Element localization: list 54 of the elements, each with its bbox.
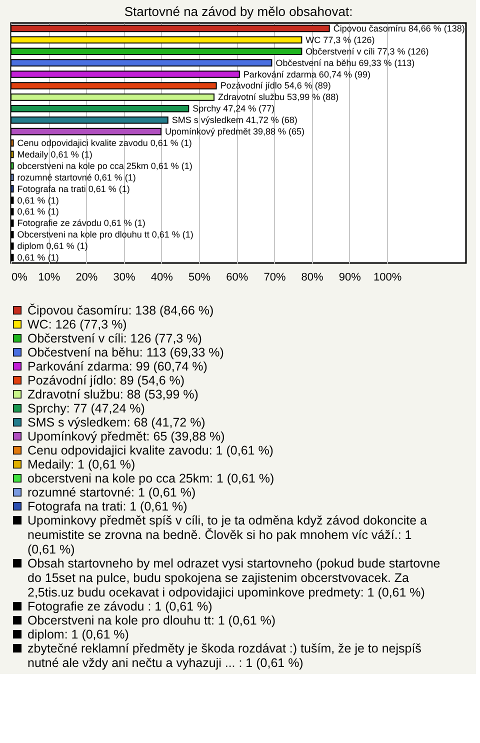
category-label: Občestvení na běhu 69,33 % (113) bbox=[276, 58, 415, 68]
legend-label: rozumné startovné: 1 (0,61 %) bbox=[28, 485, 196, 500]
category-label: SMS s výsledkem 41,72 % (68) bbox=[172, 115, 298, 126]
legend-label: obcerstveni na kole po cca 25km: 1 (0,61 %) bbox=[28, 471, 274, 486]
x-tick-label: 30% bbox=[113, 272, 136, 284]
x-tick-label: 0% bbox=[12, 272, 28, 284]
category-label: diplom 0,61 % (1) bbox=[17, 241, 88, 252]
legend-label: Cenu odpovidajici kvalite zavodu: 1 (0,61 %) bbox=[28, 443, 274, 458]
legend-label: Čipovou časomíru: 138 (84,66 %) bbox=[28, 303, 214, 318]
legend-label: Fotografa na trati: 1 (0,61 %) bbox=[28, 499, 188, 514]
legend-label: Medaily: 1 (0,61 %) bbox=[28, 457, 136, 472]
legend-label: Fotografie ze závodu : 1 (0,61 %) bbox=[28, 599, 212, 614]
category-label: Parkování zdarma 60,74 % (99) bbox=[243, 69, 370, 80]
legend-label: Obsah startovneho by mel odrazet vysi startovneho (pokud bude startovne do 15set na pulce, budu spokojena se zajistenim obcerstvovacek. Za 2,5tis.uz budu ocekavat i odpovidajici upominkove predmety: 1 (0,61 %) bbox=[28, 556, 440, 600]
data-label: 0,61 % (1) bbox=[17, 252, 59, 263]
legend-label: WC: 126 (77,3 %) bbox=[28, 317, 127, 332]
category-label: Čipovou časomíru 84,66 % (138) bbox=[333, 23, 465, 34]
category-label: WC 77,3 % (126) bbox=[306, 34, 375, 45]
category-label: Upomínkový předmět 39,88 % (65) bbox=[164, 126, 305, 137]
category-label: rozumné startovné 0,61 % (1) bbox=[17, 172, 136, 182]
legend-label: Občestvení na běhu: 113 (69,33 %) bbox=[28, 345, 224, 360]
legend-label: Obcerstveni na kole pro dlouhu tt: 1 (0,61 %) bbox=[28, 613, 276, 628]
category-label: Cenu odpovidajici kvalite zavodu 0,61 % (1) bbox=[17, 138, 192, 148]
category-label: Občerstvení v cíli 77,3 % (126) bbox=[306, 46, 429, 56]
x-tick-label: 40% bbox=[150, 272, 174, 284]
x-tick-label: 100% bbox=[373, 272, 402, 284]
x-tick-label: 60% bbox=[226, 272, 248, 284]
x-tick-label: 70% bbox=[264, 272, 286, 284]
legend-label: Pozávodní jídlo: 89 (54,6 %) bbox=[28, 373, 185, 388]
category-label: Obcerstveni na kole pro dlouhu tt 0,61 % (1) bbox=[17, 230, 194, 240]
legend-label: zbytečné reklamní předměty je škoda rozdávat :) tuším, že je to nejspíš nutné ale vždy ani nečtu a vyhazuji ... : 1 (0,61 %) bbox=[28, 641, 422, 670]
x-tick-label: 50% bbox=[188, 272, 211, 284]
legend-label: Upomínkový předmět: 65 (39,88 %) bbox=[28, 429, 225, 444]
x-tick-label: 20% bbox=[76, 272, 98, 284]
category-label: Medaily 0,61 % (1) bbox=[17, 149, 92, 160]
category-label: obcerstveni na kole po cca 25km 0,61 % (1) bbox=[17, 160, 192, 171]
legend-label: Upominkovy předmět spíš v cíli, to je ta odměna když závod dokoncite a neumistite se zrovna na bedně. Člověk si ho pak mnohem víc váží.: 1 (0,61 %) bbox=[28, 513, 428, 556]
legend-label: SMS s výsledkem: 68 (41,72 %) bbox=[28, 415, 206, 430]
chart-title: Startovné na závod by mělo obsahovat: bbox=[124, 4, 353, 19]
data-label: 0,61 % (1) bbox=[17, 195, 59, 206]
category-label: Pozávodní jídlo 54,6 % (89) bbox=[220, 80, 331, 91]
data-label: 0,61 % (1) bbox=[17, 206, 59, 217]
category-label: Zdravotní službu 53,99 % (88) bbox=[218, 92, 339, 102]
legend-label: diplom: 1 (0,61 %) bbox=[28, 627, 129, 642]
legend-label: Sprchy: 77 (47,24 %) bbox=[28, 401, 145, 416]
category-label: Fotografie ze závodu 0,61 % (1) bbox=[17, 218, 146, 228]
legend-label: Občerstvení v cíli: 126 (77,3 %) bbox=[28, 331, 202, 346]
legend-label: Parkování zdarma: 99 (60,74 %) bbox=[28, 359, 208, 374]
x-tick-label: 10% bbox=[38, 272, 60, 284]
x-tick-label: 80% bbox=[301, 272, 324, 284]
legend-label: Zdravotní službu: 88 (53,99 %) bbox=[28, 387, 198, 402]
category-label: Sprchy 47,24 % (77) bbox=[192, 104, 275, 114]
x-tick-label: 90% bbox=[338, 272, 362, 284]
category-label: Fotografa na trati 0,61 % (1) bbox=[17, 184, 130, 194]
